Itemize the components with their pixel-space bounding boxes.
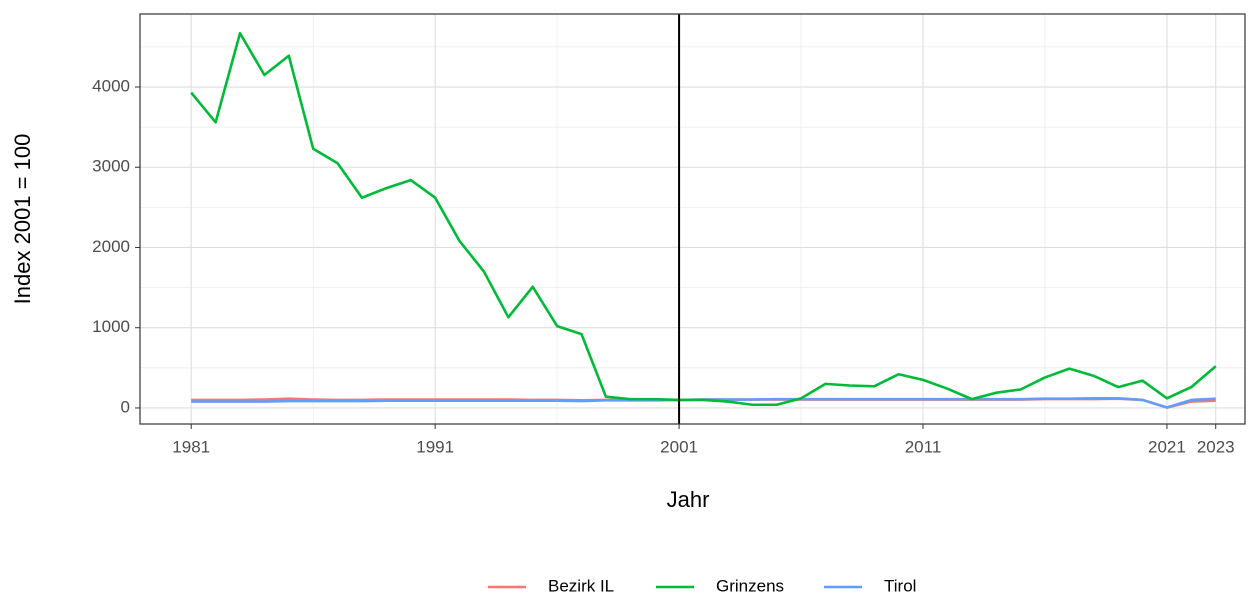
- legend-label: Grinzens: [716, 576, 784, 595]
- x-axis-label: Jahr: [667, 487, 710, 512]
- legend-label: Tirol: [884, 576, 916, 595]
- y-tick-label: 0: [121, 397, 130, 416]
- x-tick-label: 1981: [172, 437, 210, 456]
- y-tick-label: 1000: [92, 317, 130, 336]
- y-tick-label: 3000: [92, 157, 130, 176]
- legend-label: Bezirk IL: [548, 576, 614, 595]
- y-axis-label: Index 2001 = 100: [10, 134, 35, 305]
- x-tick-label: 2011: [905, 437, 942, 456]
- x-tick-label: 1991: [416, 437, 454, 456]
- panel-border: [139, 13, 1246, 425]
- x-tick-label: 2001: [660, 437, 698, 456]
- y-tick-label: 4000: [92, 76, 130, 95]
- y-tick-label: 2000: [92, 237, 130, 256]
- x-tick-label: 2023: [1197, 437, 1235, 456]
- series-line: [190, 31, 1217, 407]
- x-tick-label: 2021: [1148, 437, 1186, 456]
